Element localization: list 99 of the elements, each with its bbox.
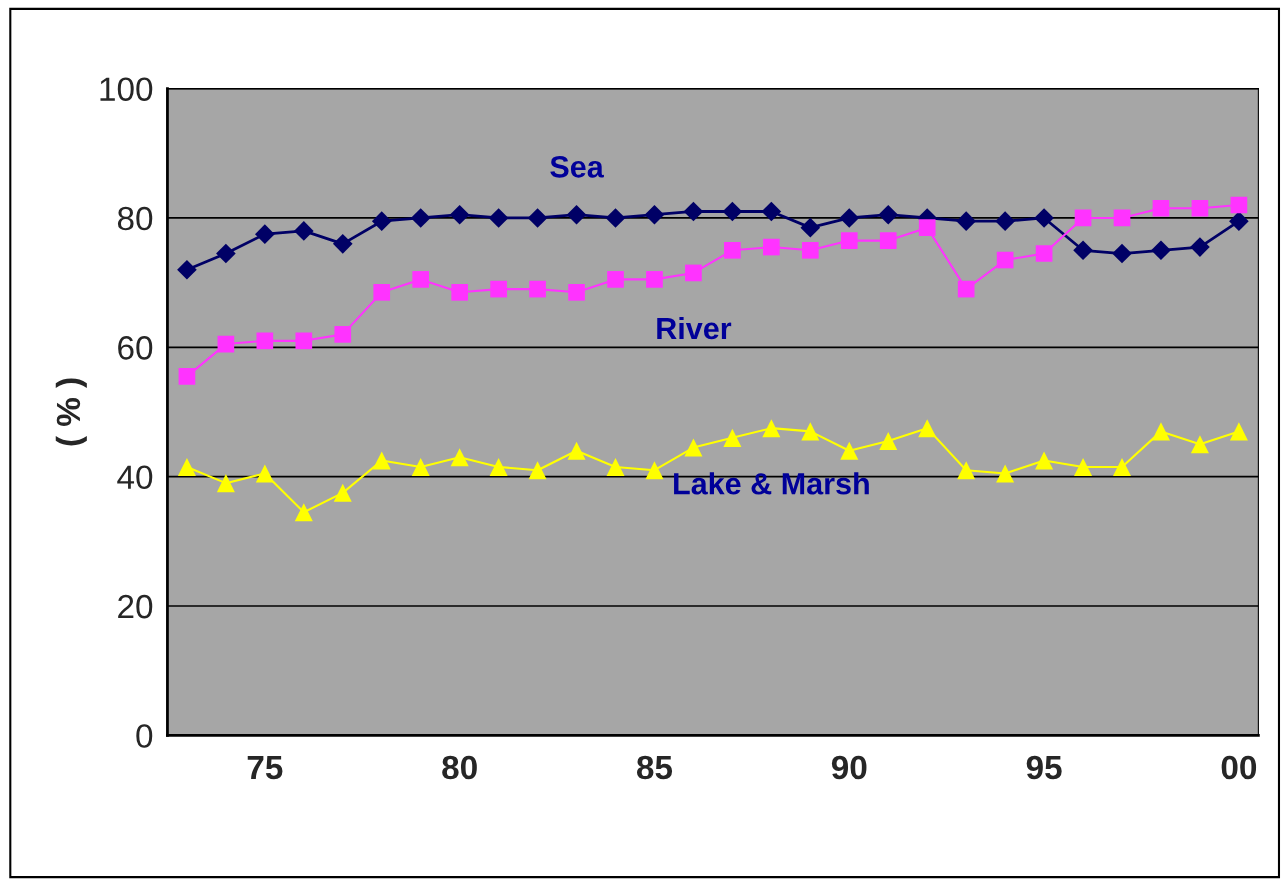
point bbox=[605, 208, 626, 228]
series-label: Lake & Marsh bbox=[674, 472, 869, 495]
y-axis-title: ( % ) bbox=[55, 378, 87, 446]
point bbox=[295, 332, 313, 350]
point bbox=[1229, 211, 1249, 232]
point bbox=[1073, 240, 1093, 261]
point bbox=[996, 251, 1014, 269]
point bbox=[568, 284, 585, 301]
point bbox=[762, 419, 781, 438]
point bbox=[566, 204, 587, 225]
x-tick-label: 95 bbox=[1026, 755, 1062, 780]
point bbox=[839, 208, 860, 228]
point bbox=[644, 204, 665, 225]
y-tick-label: 80 bbox=[117, 206, 153, 231]
point bbox=[255, 224, 275, 244]
point bbox=[685, 264, 702, 282]
point bbox=[217, 335, 235, 353]
point bbox=[332, 234, 353, 254]
point bbox=[918, 219, 936, 236]
series-label: River bbox=[657, 316, 732, 340]
point bbox=[1034, 208, 1054, 228]
x-tick-label: 00 bbox=[1221, 755, 1257, 780]
point bbox=[684, 438, 703, 457]
point bbox=[1035, 245, 1053, 262]
point bbox=[216, 243, 236, 264]
point bbox=[1230, 196, 1248, 214]
point bbox=[645, 461, 664, 480]
point bbox=[1035, 451, 1054, 470]
point bbox=[1151, 422, 1170, 441]
x-tick-label: 80 bbox=[442, 755, 477, 780]
y-tick-label: 20 bbox=[118, 594, 153, 619]
point bbox=[255, 464, 274, 483]
point bbox=[294, 503, 313, 522]
point bbox=[995, 211, 1015, 232]
point bbox=[646, 271, 663, 288]
point bbox=[724, 241, 741, 259]
point bbox=[216, 474, 235, 493]
point bbox=[449, 204, 470, 225]
point bbox=[801, 422, 820, 441]
point bbox=[683, 201, 704, 222]
y-tick-label: 40 bbox=[117, 465, 153, 490]
point bbox=[878, 204, 899, 225]
point bbox=[1113, 209, 1131, 227]
point bbox=[489, 457, 508, 476]
x-tick-label: 75 bbox=[247, 756, 283, 780]
point bbox=[1151, 240, 1171, 261]
point bbox=[607, 271, 624, 288]
point bbox=[723, 428, 742, 447]
point bbox=[373, 284, 391, 301]
point bbox=[1229, 422, 1248, 441]
point bbox=[1191, 199, 1209, 217]
point bbox=[879, 432, 898, 451]
point bbox=[490, 280, 507, 298]
point bbox=[763, 238, 780, 256]
point bbox=[956, 211, 976, 232]
point bbox=[957, 280, 975, 298]
point bbox=[177, 457, 196, 476]
x-tick-label: 85 bbox=[636, 755, 673, 780]
point bbox=[527, 208, 548, 228]
point bbox=[334, 326, 352, 343]
point bbox=[178, 368, 196, 385]
point bbox=[1190, 435, 1209, 454]
y-tick-label: 100 bbox=[100, 77, 153, 102]
point bbox=[372, 451, 391, 470]
point bbox=[1152, 199, 1170, 217]
point bbox=[957, 461, 976, 480]
point bbox=[528, 461, 547, 480]
point bbox=[177, 259, 197, 280]
point bbox=[1074, 209, 1092, 227]
point bbox=[1074, 457, 1093, 476]
point bbox=[918, 419, 937, 438]
point bbox=[840, 441, 859, 460]
point bbox=[606, 457, 625, 476]
point bbox=[801, 241, 819, 259]
point bbox=[1112, 243, 1132, 264]
series-label: Sea bbox=[550, 156, 604, 178]
point bbox=[333, 483, 352, 502]
point bbox=[879, 232, 897, 249]
point bbox=[722, 201, 743, 222]
point bbox=[996, 464, 1015, 483]
point bbox=[410, 208, 431, 228]
point bbox=[840, 232, 858, 249]
point bbox=[256, 332, 274, 350]
point bbox=[1190, 237, 1210, 257]
point bbox=[411, 457, 430, 476]
point bbox=[529, 280, 546, 298]
point bbox=[450, 448, 469, 467]
point bbox=[567, 441, 586, 460]
point bbox=[371, 211, 392, 232]
point bbox=[293, 221, 314, 241]
point bbox=[1112, 457, 1132, 476]
point bbox=[412, 271, 430, 288]
point bbox=[451, 284, 468, 301]
point bbox=[761, 201, 782, 222]
y-tick-label: 0 bbox=[136, 724, 153, 748]
y-tick-label: 60 bbox=[118, 336, 153, 360]
x-tick-label: 90 bbox=[831, 755, 867, 780]
point bbox=[800, 217, 821, 238]
point bbox=[488, 208, 509, 228]
